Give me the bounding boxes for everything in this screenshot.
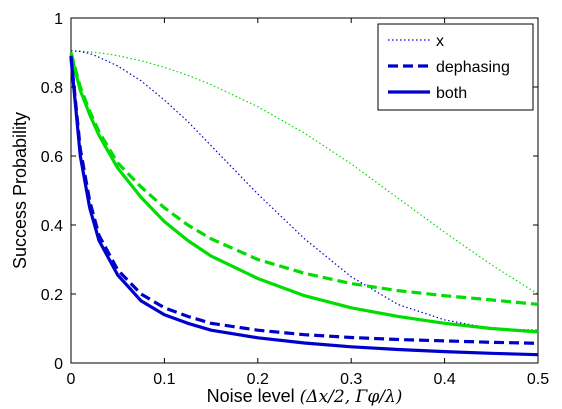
x-axis-label-text: Noise level: [207, 386, 300, 406]
series-line-0: [70, 50, 539, 295]
legend-label: both: [436, 85, 467, 102]
y-tick-label: 0.2: [41, 287, 63, 304]
series-line-1: [70, 50, 539, 331]
x-tick-label: 0.3: [340, 371, 362, 388]
y-tick-label: 0.6: [41, 149, 63, 166]
x-axis-label: Noise level (Δx/2, Γφ/λ): [207, 386, 403, 407]
series-line-3: [69, 53, 539, 334]
ticks-layer: 0 0.1 0.2 0.3 0.4 0.5 0 0.2 0.4 0.6 0.8 1: [41, 11, 549, 388]
plot-area: 0 0.1 0.2 0.3 0.4 0.5 0 0.2 0.4 0.6 0.8 1: [41, 11, 549, 388]
x-axis-label-math: (Δx/2, Γφ/λ): [300, 387, 403, 407]
y-tick-label: 0.4: [41, 218, 63, 235]
x-tick-label: 0.4: [433, 371, 455, 388]
x-tick-label: 0.1: [153, 371, 175, 388]
legend-label: x: [436, 33, 444, 50]
legend: x dephasing both: [377, 23, 534, 111]
series-line-2: [69, 52, 539, 306]
y-axis-label: Success Probability: [10, 112, 30, 269]
axis-labels: Noise level (Δx/2, Γφ/λ) Success Probabi…: [10, 112, 402, 407]
x-tick-label: 0.2: [247, 371, 269, 388]
x-tick-label: 0.5: [527, 371, 549, 388]
y-tick-label: 0.8: [41, 80, 63, 97]
legend-label: dephasing: [436, 59, 510, 76]
x-tick-label: 0: [67, 371, 76, 388]
y-tick-label: 0: [54, 356, 63, 373]
y-tick-label: 1: [54, 11, 63, 28]
series-layer: [69, 50, 539, 357]
series-line-4: [69, 55, 539, 345]
series-line-5: [69, 57, 539, 357]
plot-frame: [70, 17, 539, 364]
